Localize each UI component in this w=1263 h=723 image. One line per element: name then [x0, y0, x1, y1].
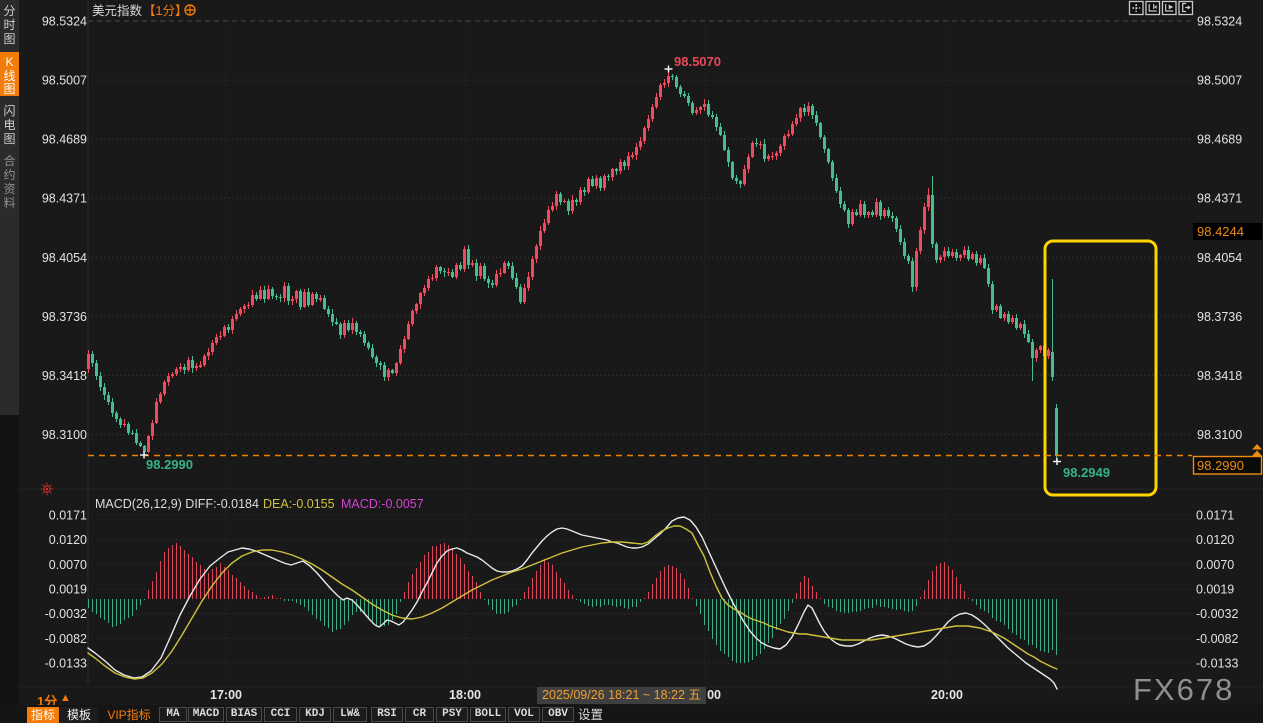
svg-text:98.4054: 98.4054	[42, 251, 87, 265]
svg-text:资: 资	[3, 182, 15, 196]
svg-text:98.4244: 98.4244	[1197, 224, 1244, 239]
svg-text:0.0120: 0.0120	[1196, 533, 1234, 547]
svg-text:料: 料	[3, 196, 15, 210]
svg-text:98.4054: 98.4054	[1197, 251, 1242, 265]
svg-text:时: 时	[3, 18, 15, 32]
svg-text:-0.0032: -0.0032	[45, 607, 87, 621]
svg-text:0.0171: 0.0171	[1196, 509, 1234, 523]
svg-text:98.5070: 98.5070	[674, 54, 721, 69]
svg-text:98.3100: 98.3100	[42, 428, 87, 442]
svg-text:MACD(26,12,9) DIFF:-0.0184: MACD(26,12,9) DIFF:-0.0184	[95, 497, 259, 511]
svg-text:合: 合	[3, 153, 15, 168]
svg-text:0.0070: 0.0070	[1196, 558, 1234, 572]
svg-text:98.4371: 98.4371	[42, 192, 87, 206]
svg-text:98.3736: 98.3736	[1197, 310, 1242, 324]
svg-text:98.5007: 98.5007	[42, 74, 87, 88]
svg-text:0.0171: 0.0171	[49, 509, 87, 523]
svg-text:电: 电	[3, 118, 15, 132]
svg-text:98.2990: 98.2990	[1197, 458, 1244, 473]
svg-text:美元指数: 美元指数	[92, 3, 143, 18]
svg-text:98.3100: 98.3100	[1197, 428, 1242, 442]
svg-text:98.4689: 98.4689	[1197, 133, 1242, 147]
svg-text:图: 图	[3, 82, 15, 96]
svg-text:线: 线	[3, 69, 15, 83]
svg-text:闪: 闪	[3, 104, 15, 118]
svg-text:98.4371: 98.4371	[1197, 192, 1242, 206]
svg-text:98.2990: 98.2990	[146, 457, 193, 472]
svg-text:-0.0032: -0.0032	[1196, 607, 1238, 621]
svg-text:0.0120: 0.0120	[49, 533, 87, 547]
svg-text:-0.0082: -0.0082	[45, 632, 87, 646]
svg-text:MACD:-0.0057: MACD:-0.0057	[341, 497, 424, 511]
svg-text:98.2949: 98.2949	[1063, 465, 1110, 480]
svg-text:DEA:-0.0155: DEA:-0.0155	[263, 497, 335, 511]
svg-text:0.0019: 0.0019	[49, 583, 87, 597]
svg-text:-0.0082: -0.0082	[1196, 632, 1238, 646]
svg-text:98.3418: 98.3418	[1197, 369, 1242, 383]
svg-text:98.5007: 98.5007	[1197, 74, 1242, 88]
svg-text:K: K	[5, 55, 13, 69]
svg-text:0.0070: 0.0070	[49, 558, 87, 572]
svg-text:约: 约	[3, 167, 15, 182]
svg-text:0.0019: 0.0019	[1196, 583, 1234, 597]
svg-text:-0.0133: -0.0133	[1196, 657, 1238, 671]
svg-text:98.3736: 98.3736	[42, 310, 87, 324]
svg-text:98.5324: 98.5324	[1197, 15, 1242, 29]
svg-text:图: 图	[3, 132, 15, 146]
svg-text:98.5324: 98.5324	[42, 15, 87, 29]
svg-text:分: 分	[3, 4, 15, 18]
svg-text:图: 图	[3, 32, 15, 46]
svg-text:【1分】: 【1分】	[143, 4, 187, 18]
svg-text:98.3418: 98.3418	[42, 369, 87, 383]
svg-text:-0.0133: -0.0133	[45, 657, 87, 671]
svg-text:98.4689: 98.4689	[42, 133, 87, 147]
